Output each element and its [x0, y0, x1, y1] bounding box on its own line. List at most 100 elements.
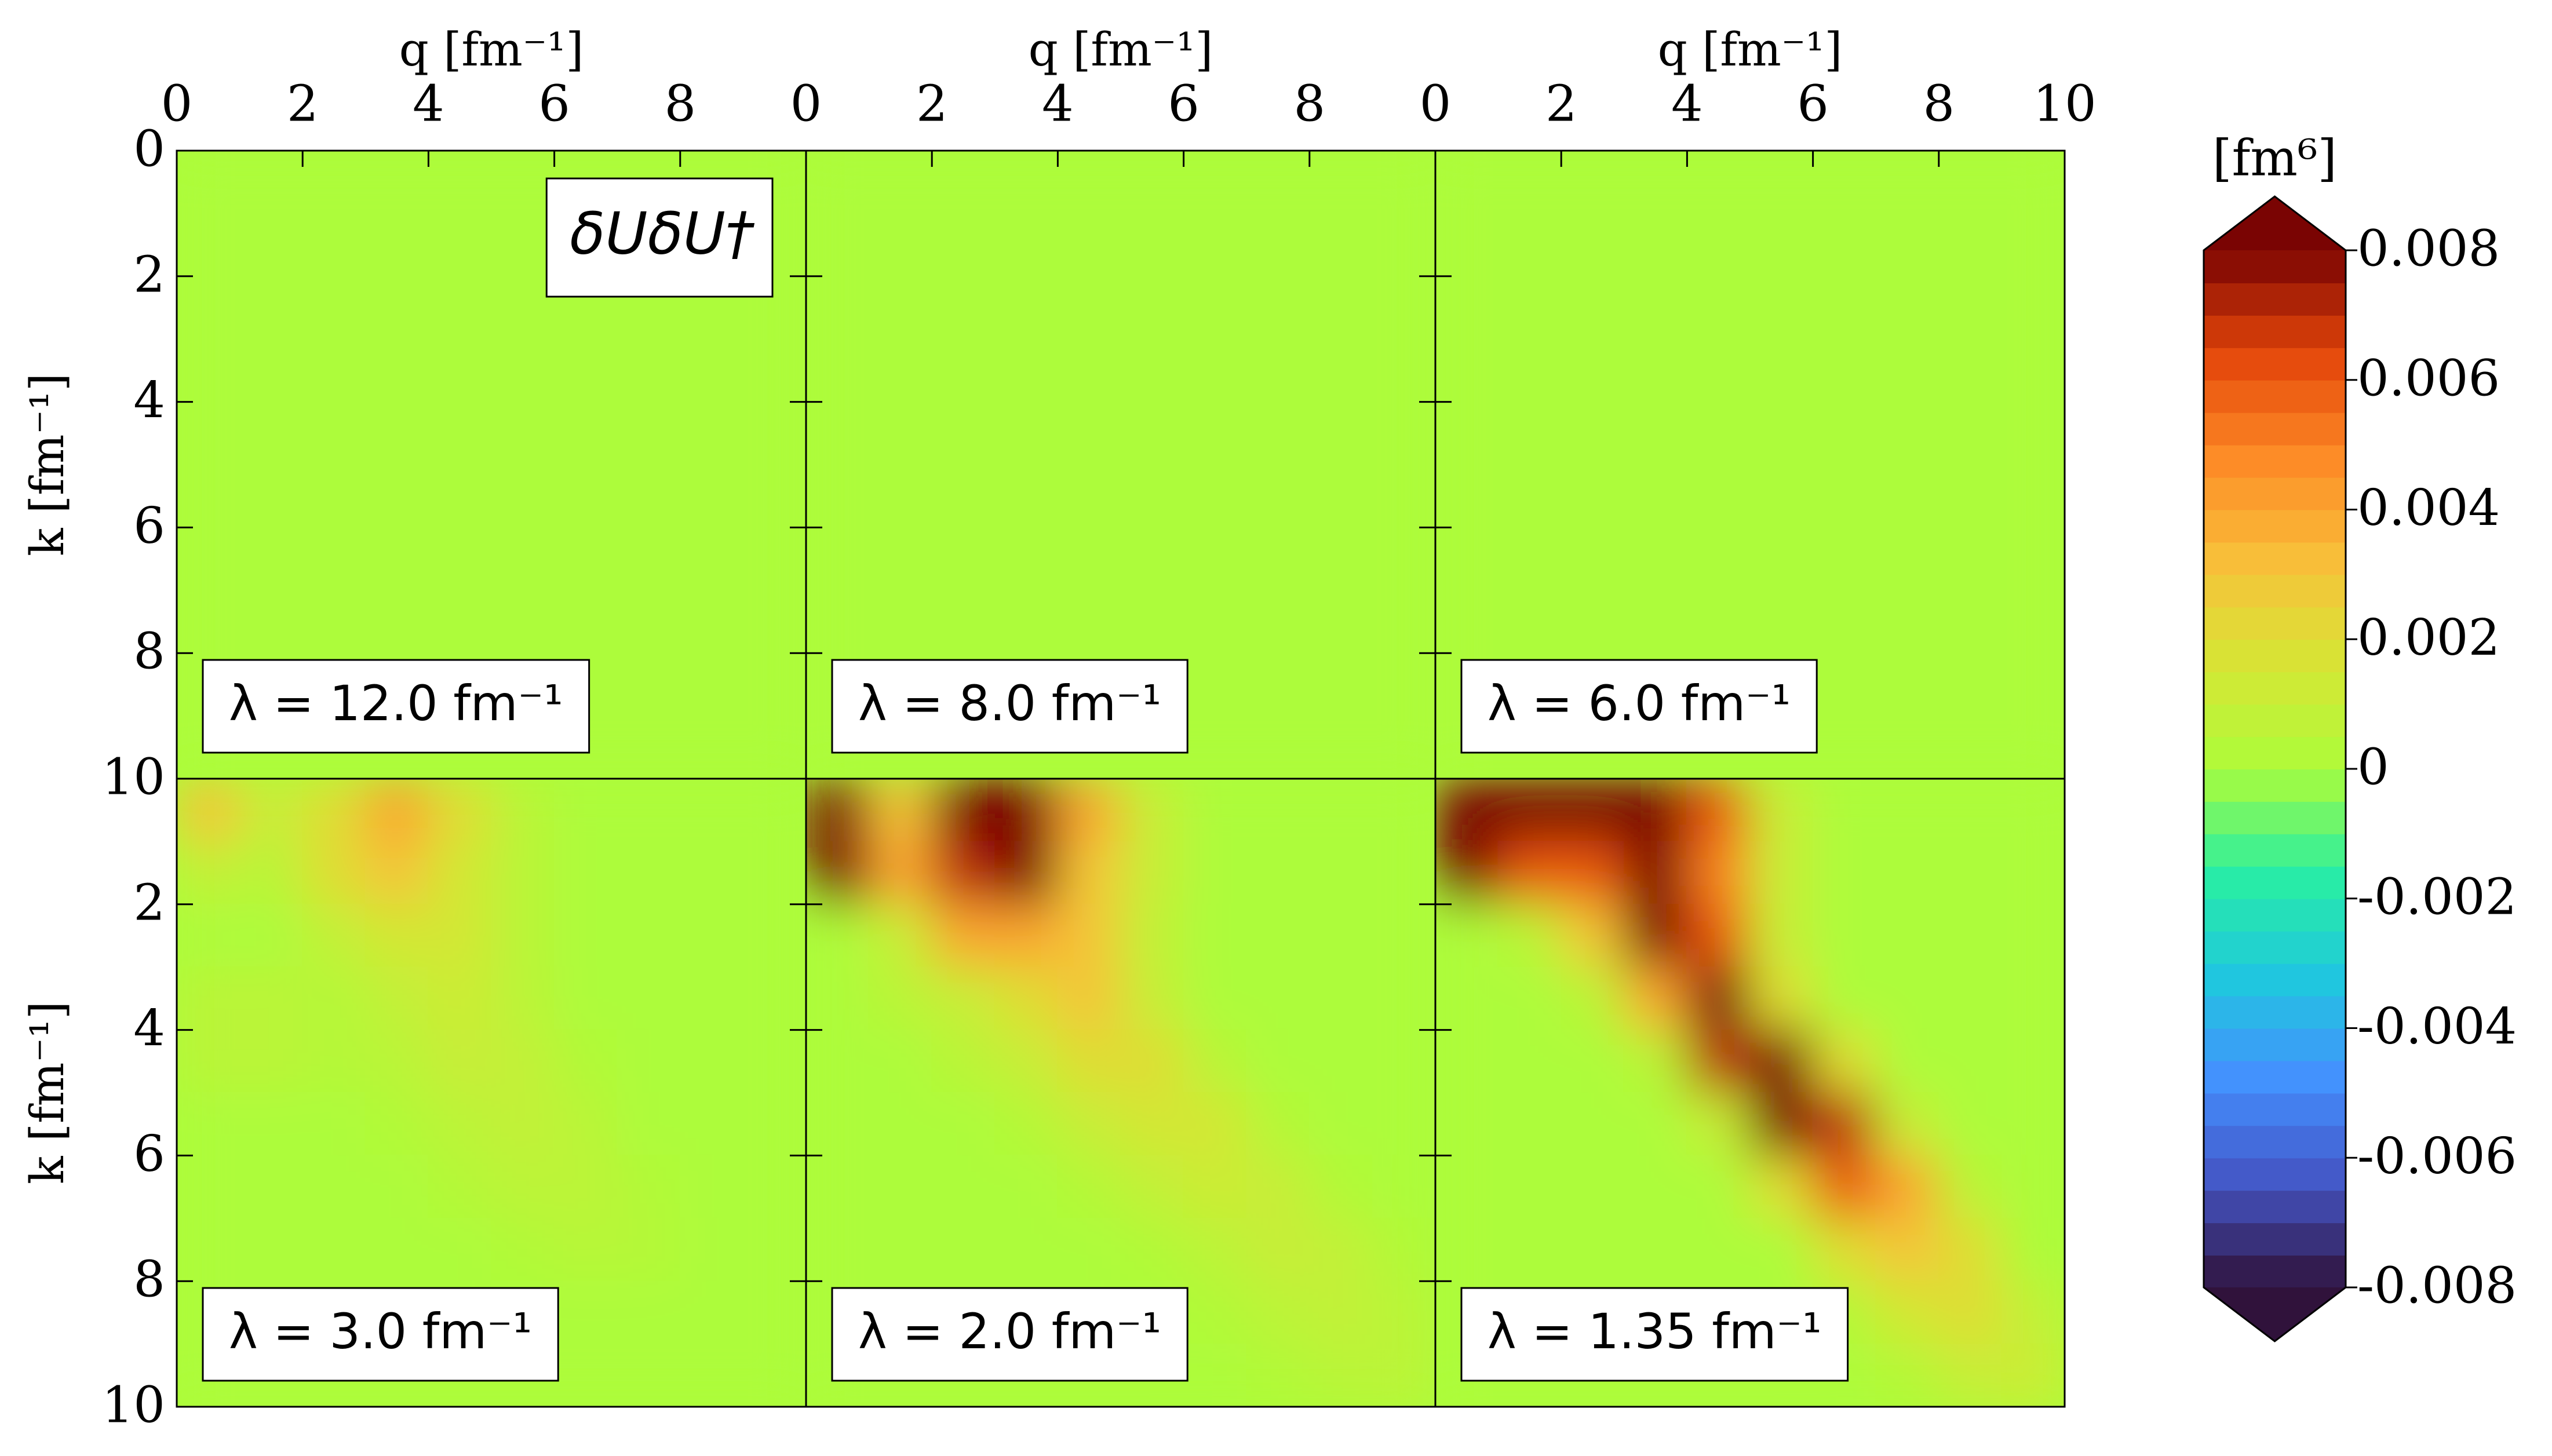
cell — [1812, 401, 1877, 465]
cell — [302, 841, 366, 905]
cell — [428, 151, 492, 214]
cell — [364, 527, 429, 591]
cell — [1246, 464, 1310, 528]
cell — [2001, 1343, 2065, 1407]
cell — [1057, 213, 1121, 277]
cell — [1435, 589, 1499, 654]
cell — [931, 589, 996, 654]
cell — [1183, 779, 1248, 842]
cell — [364, 275, 429, 340]
cell — [1246, 966, 1310, 1031]
cell — [364, 589, 429, 654]
cell — [239, 779, 304, 842]
cell — [1497, 779, 1562, 842]
cell — [1183, 275, 1248, 340]
cell — [1875, 401, 1939, 465]
cell — [1497, 275, 1562, 340]
cell — [617, 464, 681, 528]
cell — [553, 1217, 618, 1282]
cell — [994, 589, 1059, 654]
cell — [994, 275, 1059, 340]
cell — [1308, 903, 1373, 968]
cell — [553, 841, 618, 905]
cell — [679, 715, 744, 779]
cell — [177, 464, 240, 528]
label-box — [831, 659, 1188, 754]
cell — [1938, 652, 2003, 717]
x-axis-label: q [fm⁻¹] — [1029, 23, 1213, 76]
cell — [302, 1092, 366, 1156]
cell — [2001, 151, 2065, 214]
cell — [239, 903, 304, 968]
cell — [1435, 275, 1499, 340]
cell — [1749, 1155, 1814, 1219]
x-tick-label: 4 — [413, 75, 444, 133]
cell — [1875, 527, 1939, 591]
cell — [806, 151, 870, 214]
cell — [1497, 1155, 1562, 1219]
cell — [177, 841, 240, 905]
cell — [1246, 338, 1310, 403]
cell — [679, 527, 744, 591]
cell — [1246, 275, 1310, 340]
cell — [1686, 589, 1751, 654]
cell — [1749, 589, 1814, 654]
cell — [679, 464, 744, 528]
cell — [1183, 715, 1248, 779]
cell — [1686, 1092, 1751, 1156]
colorbar-band — [2204, 542, 2346, 575]
cell — [491, 213, 555, 277]
cell — [1497, 527, 1562, 591]
cell — [2001, 1217, 2065, 1282]
cell — [994, 1092, 1059, 1156]
cell — [302, 1217, 366, 1282]
cell — [491, 966, 555, 1031]
cell — [177, 338, 240, 403]
cell — [679, 1092, 744, 1156]
cell — [1623, 401, 1688, 465]
cell — [1435, 464, 1499, 528]
cell — [491, 1092, 555, 1156]
cell — [742, 779, 806, 842]
cell — [1938, 338, 2003, 403]
label-box — [202, 1287, 559, 1382]
y-tick-label: 2 — [133, 874, 165, 932]
cell — [742, 401, 806, 465]
cell — [994, 464, 1059, 528]
cell — [177, 1155, 240, 1219]
cell — [1246, 903, 1310, 968]
cell — [1308, 527, 1373, 591]
cell — [1246, 779, 1310, 842]
cell — [364, 151, 429, 214]
cell — [742, 652, 806, 717]
cell — [428, 275, 492, 340]
cell — [2001, 338, 2065, 403]
cell — [1308, 841, 1373, 905]
cell — [617, 589, 681, 654]
cell — [1749, 527, 1814, 591]
cell — [806, 464, 870, 528]
cell — [364, 966, 429, 1031]
colorbar-tick-label: 0.002 — [2357, 609, 2500, 667]
cell — [994, 1155, 1059, 1219]
colorbar-tick-label: -0.002 — [2357, 868, 2517, 926]
lambda-label: λ = 12.0 fm⁻¹ — [229, 675, 563, 732]
cell — [806, 1217, 870, 1282]
cell — [239, 589, 304, 654]
cell — [1749, 338, 1814, 403]
cell — [1246, 401, 1310, 465]
cell — [1875, 715, 1939, 779]
cell — [1435, 1217, 1499, 1282]
cell — [1372, 401, 1435, 465]
colorbar-tick-label: -0.004 — [2357, 998, 2517, 1056]
cell — [553, 903, 618, 968]
cell — [1435, 841, 1499, 905]
cell — [2001, 589, 2065, 654]
cell — [742, 1155, 806, 1219]
cell — [302, 527, 366, 591]
cell — [617, 527, 681, 591]
cell — [1372, 589, 1435, 654]
cell — [868, 213, 933, 277]
cell — [1435, 1092, 1499, 1156]
cell — [1686, 1029, 1751, 1093]
